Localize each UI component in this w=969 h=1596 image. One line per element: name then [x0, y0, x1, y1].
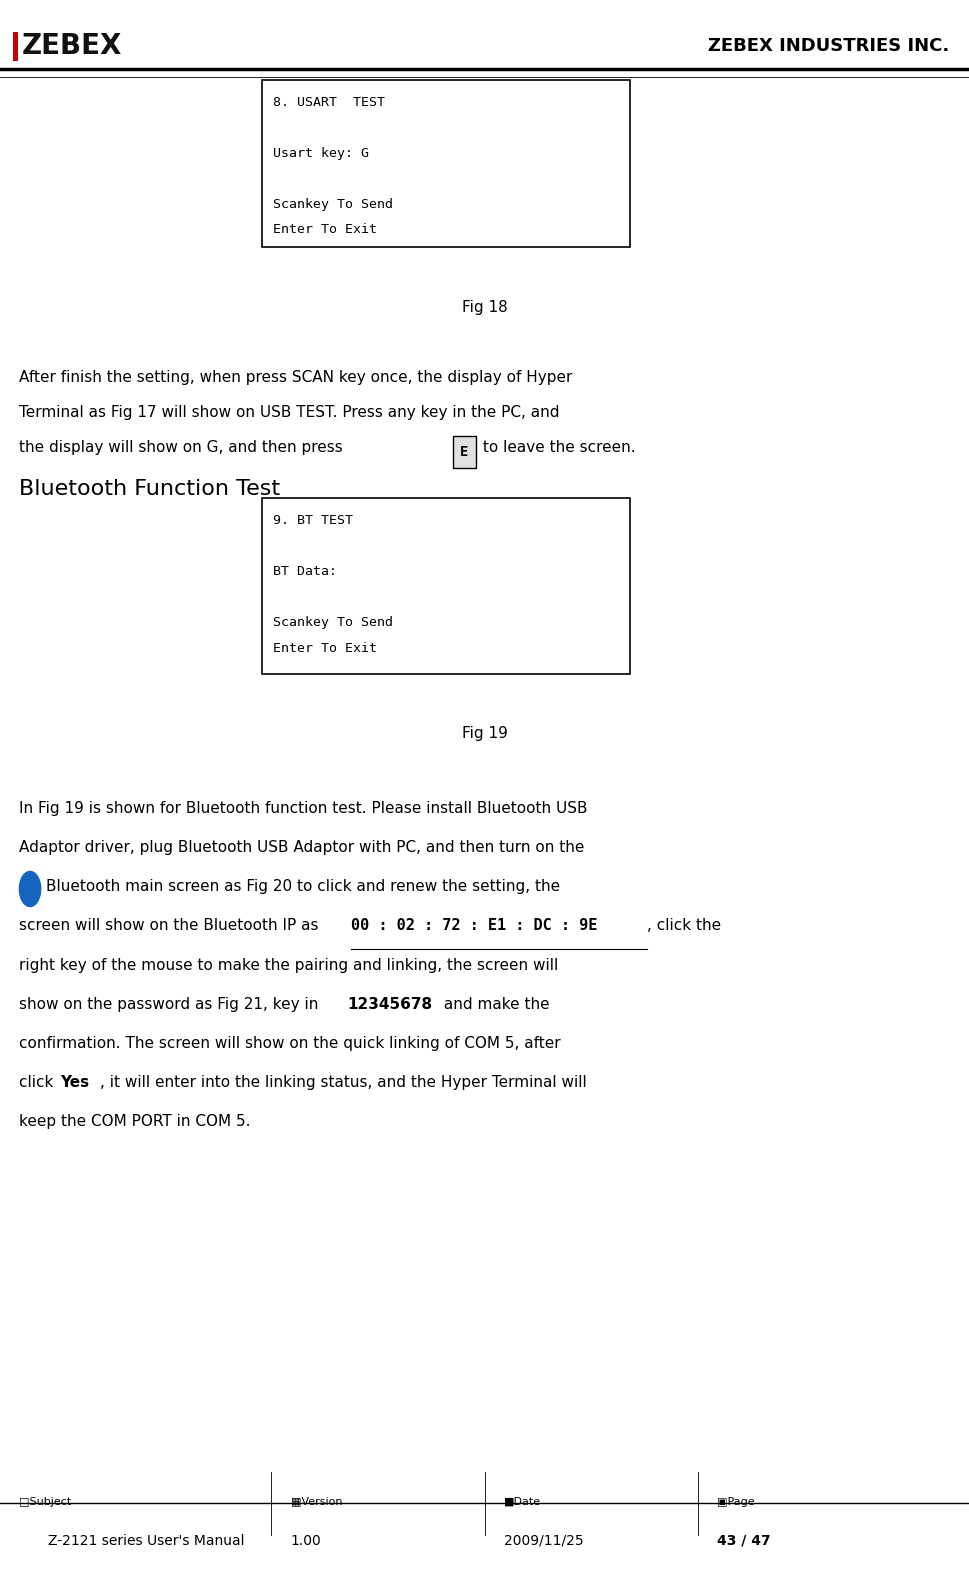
- Text: Enter To Exit: Enter To Exit: [273, 223, 377, 236]
- Text: Terminal as Fig 17 will show on USB TEST. Press any key in the PC, and: Terminal as Fig 17 will show on USB TEST…: [19, 405, 560, 420]
- Text: Scankey To Send: Scankey To Send: [273, 198, 393, 211]
- Text: □Subject: □Subject: [19, 1497, 72, 1507]
- Text: Fig 19: Fig 19: [461, 726, 508, 741]
- Text: Z-2121 series User's Manual: Z-2121 series User's Manual: [48, 1534, 245, 1548]
- Text: confirmation. The screen will show on the quick linking of COM 5, after: confirmation. The screen will show on th…: [19, 1036, 561, 1050]
- Text: , click the: , click the: [647, 919, 721, 934]
- Text: show on the password as Fig 21, key in: show on the password as Fig 21, key in: [19, 996, 324, 1012]
- FancyBboxPatch shape: [262, 498, 630, 674]
- Text: ■Date: ■Date: [504, 1497, 541, 1507]
- Text: Usart key: G: Usart key: G: [273, 147, 369, 160]
- Text: 1.00: 1.00: [291, 1534, 322, 1548]
- Text: the display will show on G, and then press: the display will show on G, and then pre…: [19, 440, 343, 455]
- Text: right key of the mouse to make the pairing and linking, the screen will: right key of the mouse to make the pairi…: [19, 958, 559, 972]
- Text: , it will enter into the linking status, and the Hyper Terminal will: , it will enter into the linking status,…: [100, 1076, 586, 1090]
- Text: Enter To Exit: Enter To Exit: [273, 642, 377, 654]
- Text: ZEBEX: ZEBEX: [21, 32, 122, 61]
- Text: Bluetooth main screen as Fig 20 to click and renew the setting, the: Bluetooth main screen as Fig 20 to click…: [46, 879, 560, 894]
- Text: ▦Version: ▦Version: [291, 1497, 342, 1507]
- Text: Bluetooth Function Test: Bluetooth Function Test: [19, 479, 280, 500]
- Text: Yes: Yes: [60, 1076, 89, 1090]
- Text: Scankey To Send: Scankey To Send: [273, 616, 393, 629]
- Text: 2009/11/25: 2009/11/25: [504, 1534, 583, 1548]
- Text: 00 : 02 : 72 : E1 : DC : 9E: 00 : 02 : 72 : E1 : DC : 9E: [351, 919, 597, 934]
- Text: screen will show on the Bluetooth IP as: screen will show on the Bluetooth IP as: [19, 919, 324, 934]
- Text: to leave the screen.: to leave the screen.: [478, 440, 636, 455]
- Text: BT Data:: BT Data:: [273, 565, 337, 578]
- Text: After finish the setting, when press SCAN key once, the display of Hyper: After finish the setting, when press SCA…: [19, 370, 573, 385]
- Text: ℞: ℞: [25, 884, 35, 894]
- FancyBboxPatch shape: [13, 32, 18, 61]
- Text: E: E: [460, 445, 468, 458]
- FancyBboxPatch shape: [262, 80, 630, 247]
- Text: and make the: and make the: [439, 996, 549, 1012]
- FancyBboxPatch shape: [453, 436, 476, 468]
- Circle shape: [19, 871, 41, 907]
- Text: 12345678: 12345678: [347, 996, 432, 1012]
- Text: Adaptor driver, plug Bluetooth USB Adaptor with PC, and then turn on the: Adaptor driver, plug Bluetooth USB Adapt…: [19, 839, 584, 855]
- Text: Fig 18: Fig 18: [461, 300, 508, 314]
- Text: 8. USART  TEST: 8. USART TEST: [273, 96, 386, 109]
- Text: 43 / 47: 43 / 47: [717, 1534, 770, 1548]
- Text: ▣Page: ▣Page: [717, 1497, 755, 1507]
- Text: click: click: [19, 1076, 59, 1090]
- Text: ZEBEX INDUSTRIES INC.: ZEBEX INDUSTRIES INC.: [708, 37, 950, 56]
- Text: In Fig 19 is shown for Bluetooth function test. Please install Bluetooth USB: In Fig 19 is shown for Bluetooth functio…: [19, 801, 588, 816]
- Text: 9. BT TEST: 9. BT TEST: [273, 514, 354, 527]
- Text: keep the COM PORT in COM 5.: keep the COM PORT in COM 5.: [19, 1114, 251, 1128]
